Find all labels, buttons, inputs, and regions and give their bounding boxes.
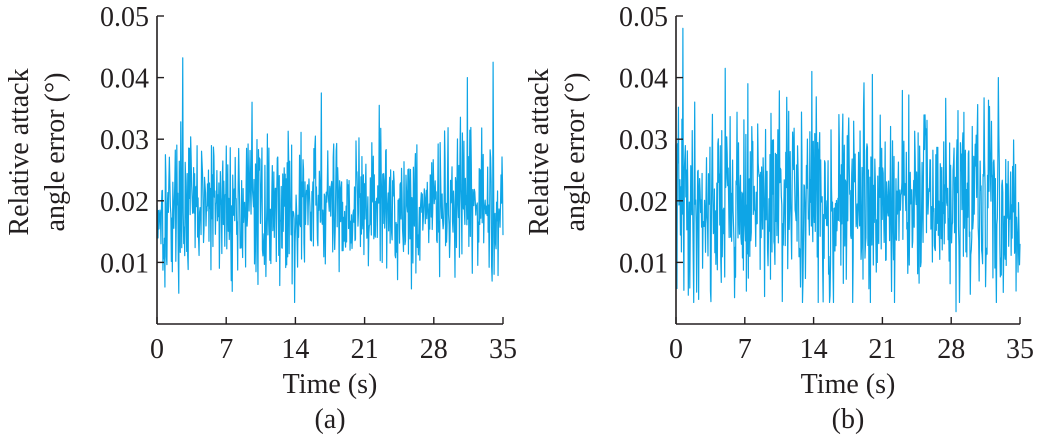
chart-panel-a: 0 7 14 21 28 35 0.01 0.02 0.03 0.04 0.05 Relative a… xyxy=(4,2,517,435)
y-axis-title-line2: angle error (°) xyxy=(40,73,71,232)
x-tick-label: 21 xyxy=(351,334,379,365)
series-line xyxy=(675,27,1021,313)
x-tick-label: 35 xyxy=(489,334,517,365)
x-tick-label: 7 xyxy=(738,334,752,365)
y-tick-label: 0.01 xyxy=(619,248,668,279)
chart-panel-b: 0 7 14 21 28 35 0.01 0.02 0.03 0.04 0.05 Relative a… xyxy=(524,2,1034,435)
x-tick-label: 7 xyxy=(219,334,233,365)
x-tick-label: 14 xyxy=(800,334,828,365)
series-line xyxy=(156,57,504,304)
y-tick-label: 0.03 xyxy=(619,125,668,156)
y-tick-label: 0.03 xyxy=(100,125,149,156)
y-tick-label: 0.04 xyxy=(100,64,149,95)
y-tick-label: 0.05 xyxy=(100,2,149,33)
x-axis-title: Time (s) xyxy=(283,369,378,400)
x-tick-label: 0 xyxy=(669,334,683,365)
y-axis-title-line2: angle error (°) xyxy=(560,73,591,232)
x-tick-label: 28 xyxy=(937,334,965,365)
x-tick-label: 0 xyxy=(150,334,164,365)
x-tick-label: 21 xyxy=(868,334,896,365)
x-tick-label: 14 xyxy=(281,334,309,365)
y-tick-label: 0.05 xyxy=(619,2,668,33)
panel-label: (a) xyxy=(314,404,345,435)
y-axis-title-line1: Relative attack xyxy=(524,68,555,235)
x-tick-label: 28 xyxy=(420,334,448,365)
x-tick-label: 35 xyxy=(1006,334,1034,365)
y-tick-label: 0.04 xyxy=(619,64,668,95)
panel-label: (b) xyxy=(832,404,865,435)
y-tick-label: 0.02 xyxy=(619,187,668,218)
y-tick-label: 0.01 xyxy=(100,248,149,279)
y-tick-label: 0.02 xyxy=(100,187,149,218)
y-axis-title-line1: Relative attack xyxy=(4,68,35,235)
x-axis-title: Time (s) xyxy=(801,369,896,400)
